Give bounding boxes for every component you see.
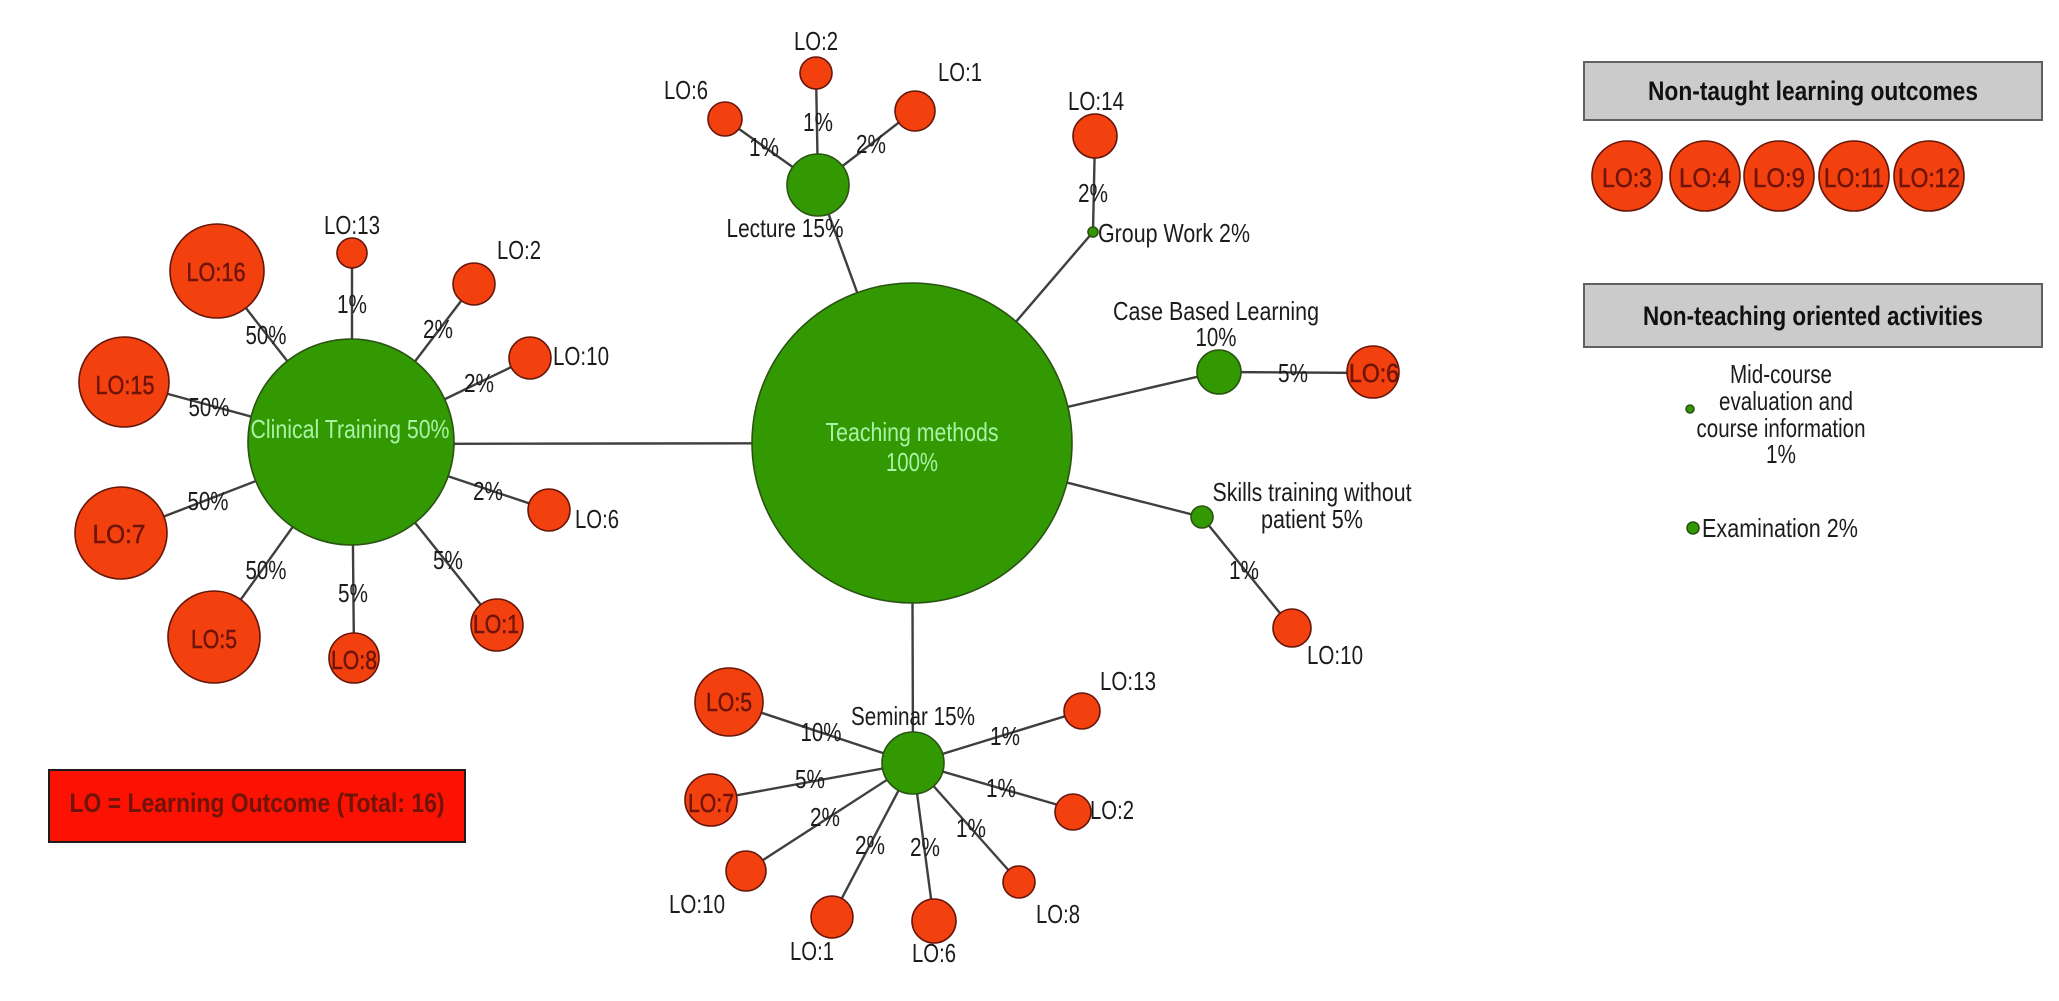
svg-text:1%: 1% (337, 289, 367, 319)
svg-text:evaluation and: evaluation and (1719, 386, 1853, 416)
svg-text:1%: 1% (1766, 439, 1796, 469)
svg-text:50%: 50% (189, 392, 230, 422)
svg-text:LO:5: LO:5 (706, 687, 752, 717)
svg-text:LO:10: LO:10 (1307, 640, 1363, 670)
svg-text:LO:6: LO:6 (1349, 358, 1399, 388)
svg-text:Group Work 2%: Group Work 2% (1098, 218, 1250, 248)
svg-text:LO:14: LO:14 (1068, 86, 1124, 116)
svg-text:5%: 5% (795, 764, 825, 794)
svg-text:50%: 50% (246, 320, 287, 350)
svg-text:LO:8: LO:8 (331, 645, 377, 675)
svg-text:2%: 2% (810, 802, 840, 832)
svg-text:50%: 50% (246, 555, 287, 585)
svg-text:2%: 2% (855, 830, 885, 860)
svg-text:LO:7: LO:7 (93, 519, 146, 549)
svg-text:2%: 2% (910, 832, 940, 862)
svg-text:Seminar 15%: Seminar 15% (851, 701, 975, 731)
svg-text:5%: 5% (433, 545, 463, 575)
svg-text:LO:1: LO:1 (938, 57, 982, 87)
svg-text:Teaching methods: Teaching methods (826, 417, 999, 447)
svg-text:1%: 1% (1229, 555, 1259, 585)
svg-text:Lecture 15%: Lecture 15% (727, 213, 844, 243)
svg-text:LO:4: LO:4 (1679, 163, 1731, 193)
svg-text:50%: 50% (188, 486, 229, 516)
svg-text:LO:13: LO:13 (324, 210, 380, 240)
svg-text:10%: 10% (1196, 322, 1237, 352)
svg-text:LO:10: LO:10 (669, 889, 725, 919)
svg-text:Non-taught learning outcomes: Non-taught learning outcomes (1648, 76, 1978, 106)
svg-text:5%: 5% (338, 578, 368, 608)
svg-text:1%: 1% (986, 773, 1016, 803)
svg-text:LO:1: LO:1 (473, 609, 519, 639)
svg-text:1%: 1% (749, 132, 779, 162)
svg-text:Case Based Learning: Case Based Learning (1113, 296, 1319, 326)
svg-text:LO:11: LO:11 (1824, 163, 1884, 193)
svg-text:1%: 1% (990, 721, 1020, 751)
svg-text:LO:16: LO:16 (187, 257, 246, 287)
svg-text:1%: 1% (956, 813, 986, 843)
svg-text:2%: 2% (464, 368, 494, 398)
svg-text:LO:3: LO:3 (1602, 163, 1652, 193)
svg-text:LO:6: LO:6 (664, 75, 708, 105)
svg-text:10%: 10% (801, 717, 842, 747)
svg-text:5%: 5% (1278, 358, 1308, 388)
svg-text:LO:2: LO:2 (1090, 795, 1134, 825)
svg-text:2%: 2% (473, 476, 503, 506)
svg-text:course information: course information (1697, 413, 1866, 443)
svg-text:LO:2: LO:2 (497, 235, 541, 265)
svg-text:2%: 2% (423, 314, 453, 344)
svg-text:Mid-course: Mid-course (1730, 359, 1832, 389)
svg-text:patient 5%: patient 5% (1261, 504, 1363, 534)
svg-text:2%: 2% (1078, 178, 1108, 208)
svg-text:1%: 1% (803, 107, 833, 137)
svg-text:LO:1: LO:1 (790, 936, 834, 966)
svg-text:LO:15: LO:15 (96, 370, 155, 400)
svg-text:LO = Learning Outcome (Total:: LO = Learning Outcome (Total: 16) (70, 788, 445, 818)
svg-text:LO:7: LO:7 (688, 788, 734, 818)
svg-text:LO:9: LO:9 (1753, 163, 1805, 193)
svg-text:Clinical Training 50%: Clinical Training 50% (251, 414, 450, 444)
svg-text:LO:6: LO:6 (575, 504, 619, 534)
svg-text:Skills training without: Skills training without (1213, 477, 1413, 507)
svg-text:LO:12: LO:12 (1898, 163, 1960, 193)
svg-text:LO:8: LO:8 (1036, 899, 1080, 929)
svg-text:Examination 2%: Examination 2% (1702, 513, 1858, 543)
svg-text:100%: 100% (886, 447, 938, 477)
svg-text:LO:10: LO:10 (553, 341, 609, 371)
svg-text:LO:5: LO:5 (191, 624, 237, 654)
svg-text:Non-teaching oriented activiti: Non-teaching oriented activities (1643, 301, 1983, 331)
svg-text:2%: 2% (856, 129, 886, 159)
svg-text:LO:13: LO:13 (1100, 666, 1156, 696)
svg-text:LO:6: LO:6 (912, 938, 956, 968)
svg-text:LO:2: LO:2 (794, 26, 838, 56)
